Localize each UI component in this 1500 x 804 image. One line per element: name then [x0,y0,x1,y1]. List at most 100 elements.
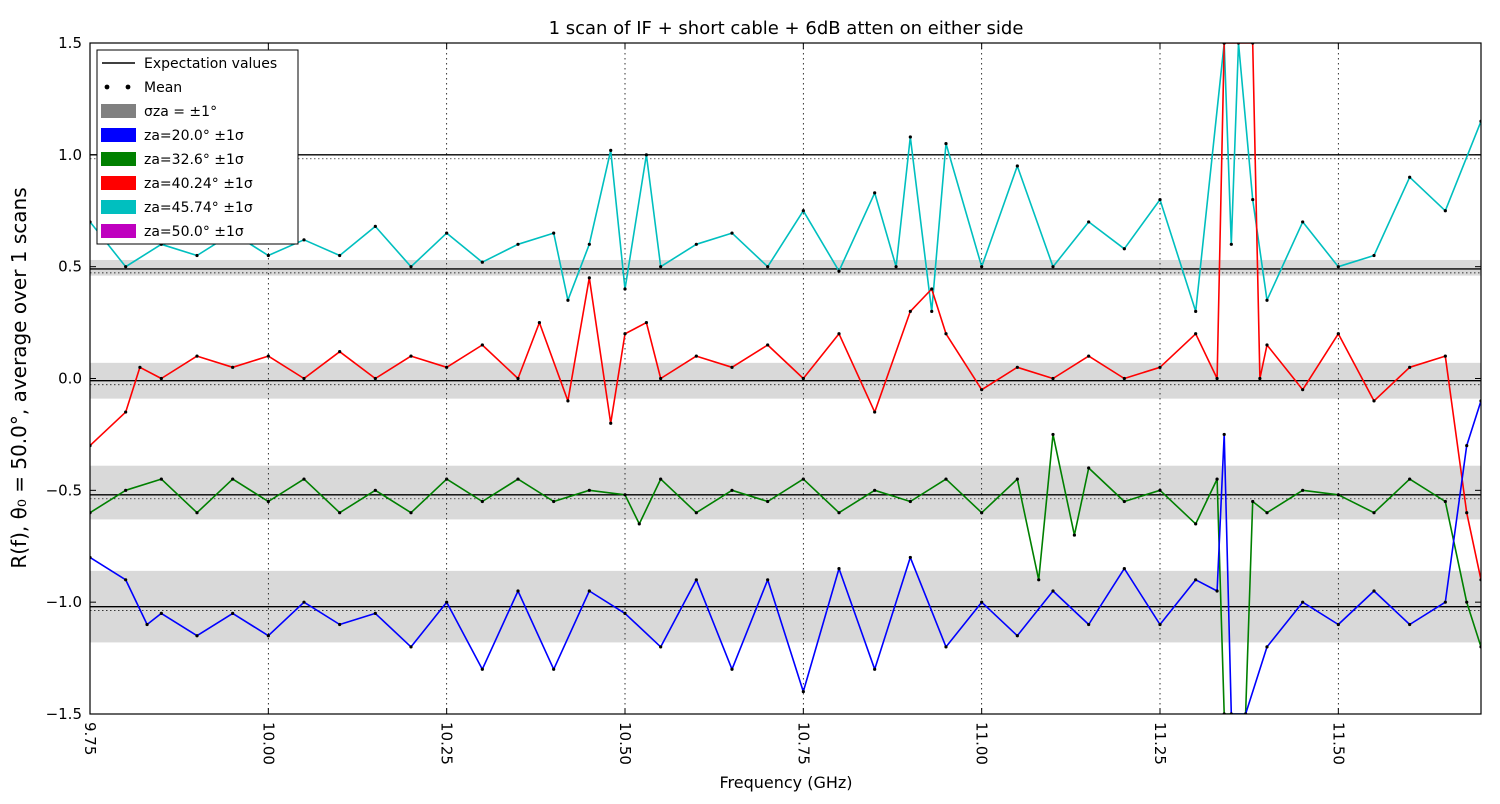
series-3-point-24 [908,555,912,560]
series-3-point-23 [873,667,877,671]
series-1-point-32 [1051,376,1055,381]
series-1-point-31 [1015,365,1019,369]
series-1-point-34 [1122,376,1126,381]
x-tick-label-2: 10.25 [438,722,456,765]
series-1-point-28 [930,287,934,291]
series-3-point-6 [266,634,270,638]
series-0-point-28 [930,309,934,313]
series-1-point-35 [1158,365,1162,369]
series-3-point-26 [980,600,984,604]
x-tick-label-3: 10.50 [616,722,634,765]
series-0-point-20 [694,242,698,246]
series-2-point-32 [1122,499,1126,504]
legend-label-3: za=20.0° ±1σ [144,128,244,144]
series-1-point-9 [373,376,377,381]
series-3-point-30 [1122,567,1126,571]
series-2-point-22 [837,511,841,515]
series-3-point-31 [1158,622,1162,627]
series-2-point-33 [1158,488,1162,492]
series-0-point-14 [566,298,570,302]
series-0-point-15 [587,242,591,246]
series-3-point-19 [730,667,734,671]
series-2-point-30 [1072,533,1076,537]
series-1-point-27 [908,309,912,313]
series-1-point-5 [231,365,235,369]
series-1-point-17 [609,421,613,425]
series-2-point-3 [195,511,199,515]
legend-label-6: za=45.74° ±1σ [144,200,253,216]
series-3-point-4 [195,634,199,638]
legend-label-1: Mean [144,80,182,96]
series-2-point-25 [944,477,948,481]
series-3-point-22 [837,567,841,571]
series-2-point-13 [552,499,556,504]
series-3-point-41 [1408,622,1412,627]
series-2-point-2 [159,477,163,481]
series-0-point-9 [409,265,413,269]
series-2-point-42 [1372,511,1376,515]
series-2-point-11 [480,499,484,504]
series-1-point-33 [1087,354,1091,358]
series-3-point-5 [231,611,235,615]
series-3-point-17 [659,645,663,649]
series-3-point-43 [1465,444,1469,448]
series-1-point-19 [644,320,649,325]
series-3-point-33 [1215,589,1219,593]
series-0-point-1 [124,265,128,269]
legend-label-4: za=32.6° ±1σ [144,152,244,168]
series-0-point-23 [801,209,805,213]
legend-swatch-3 [101,128,136,142]
series-1-point-40 [1258,376,1262,381]
series-0-point-24 [837,269,841,273]
series-3-point-13 [516,589,520,593]
series-0-point-5 [266,253,270,258]
legend: Expectation values Mean σza = ±1° za=20.0° … [96,49,299,245]
series-1-point-20 [659,376,663,381]
series-0-point-8 [373,224,377,229]
series-0-point-19 [659,265,663,269]
series-2-point-8 [373,488,377,492]
series-3-point-20 [766,578,770,582]
series-1-point-42 [1301,388,1305,392]
series-0-point-41 [1265,298,1269,302]
series-0-point-13 [552,231,556,235]
series-1-point-8 [338,350,342,354]
y-tick-label-5: −1.0 [46,593,82,611]
series-3-point-11 [445,600,449,604]
series-2-point-34 [1194,522,1198,526]
series-1-point-36 [1194,332,1198,336]
series-2-point-39 [1265,511,1269,515]
series-0-point-35 [1158,197,1162,202]
series-1-point-1 [124,410,128,414]
series-3-point-18 [694,578,698,582]
series-3-point-7 [302,600,306,604]
series-1-point-15 [566,399,570,403]
series-1-point-3 [159,376,163,381]
series-2-point-26 [980,511,984,515]
series-0-point-18 [644,153,649,157]
series-3-point-27 [1015,634,1019,638]
series-1-point-18 [623,332,627,336]
series-2-point-6 [302,477,306,481]
series-1-point-10 [409,354,413,358]
series-0-point-16 [609,148,613,152]
series-2-point-12 [516,477,520,481]
series-0-point-33 [1087,220,1091,224]
series-2-point-41 [1336,493,1340,497]
x-tick-label-1: 10.00 [259,722,277,765]
series-1-point-44 [1372,399,1376,403]
series-2-point-16 [637,522,641,526]
series-0-point-21 [730,231,734,235]
series-1-point-41 [1265,343,1269,347]
sigma-band-2 [90,465,1481,520]
legend-swatch-2 [101,104,136,118]
series-0-point-38 [1229,242,1233,246]
series-layer [90,43,1481,714]
series-3-point-14 [552,667,556,671]
legend-swatch-5 [101,176,136,190]
series-2-point-20 [766,499,770,504]
series-2-point-28 [1037,578,1041,582]
series-3-point-15 [587,589,591,593]
series-1-point-25 [837,332,841,336]
series-0-point-7 [338,253,342,258]
